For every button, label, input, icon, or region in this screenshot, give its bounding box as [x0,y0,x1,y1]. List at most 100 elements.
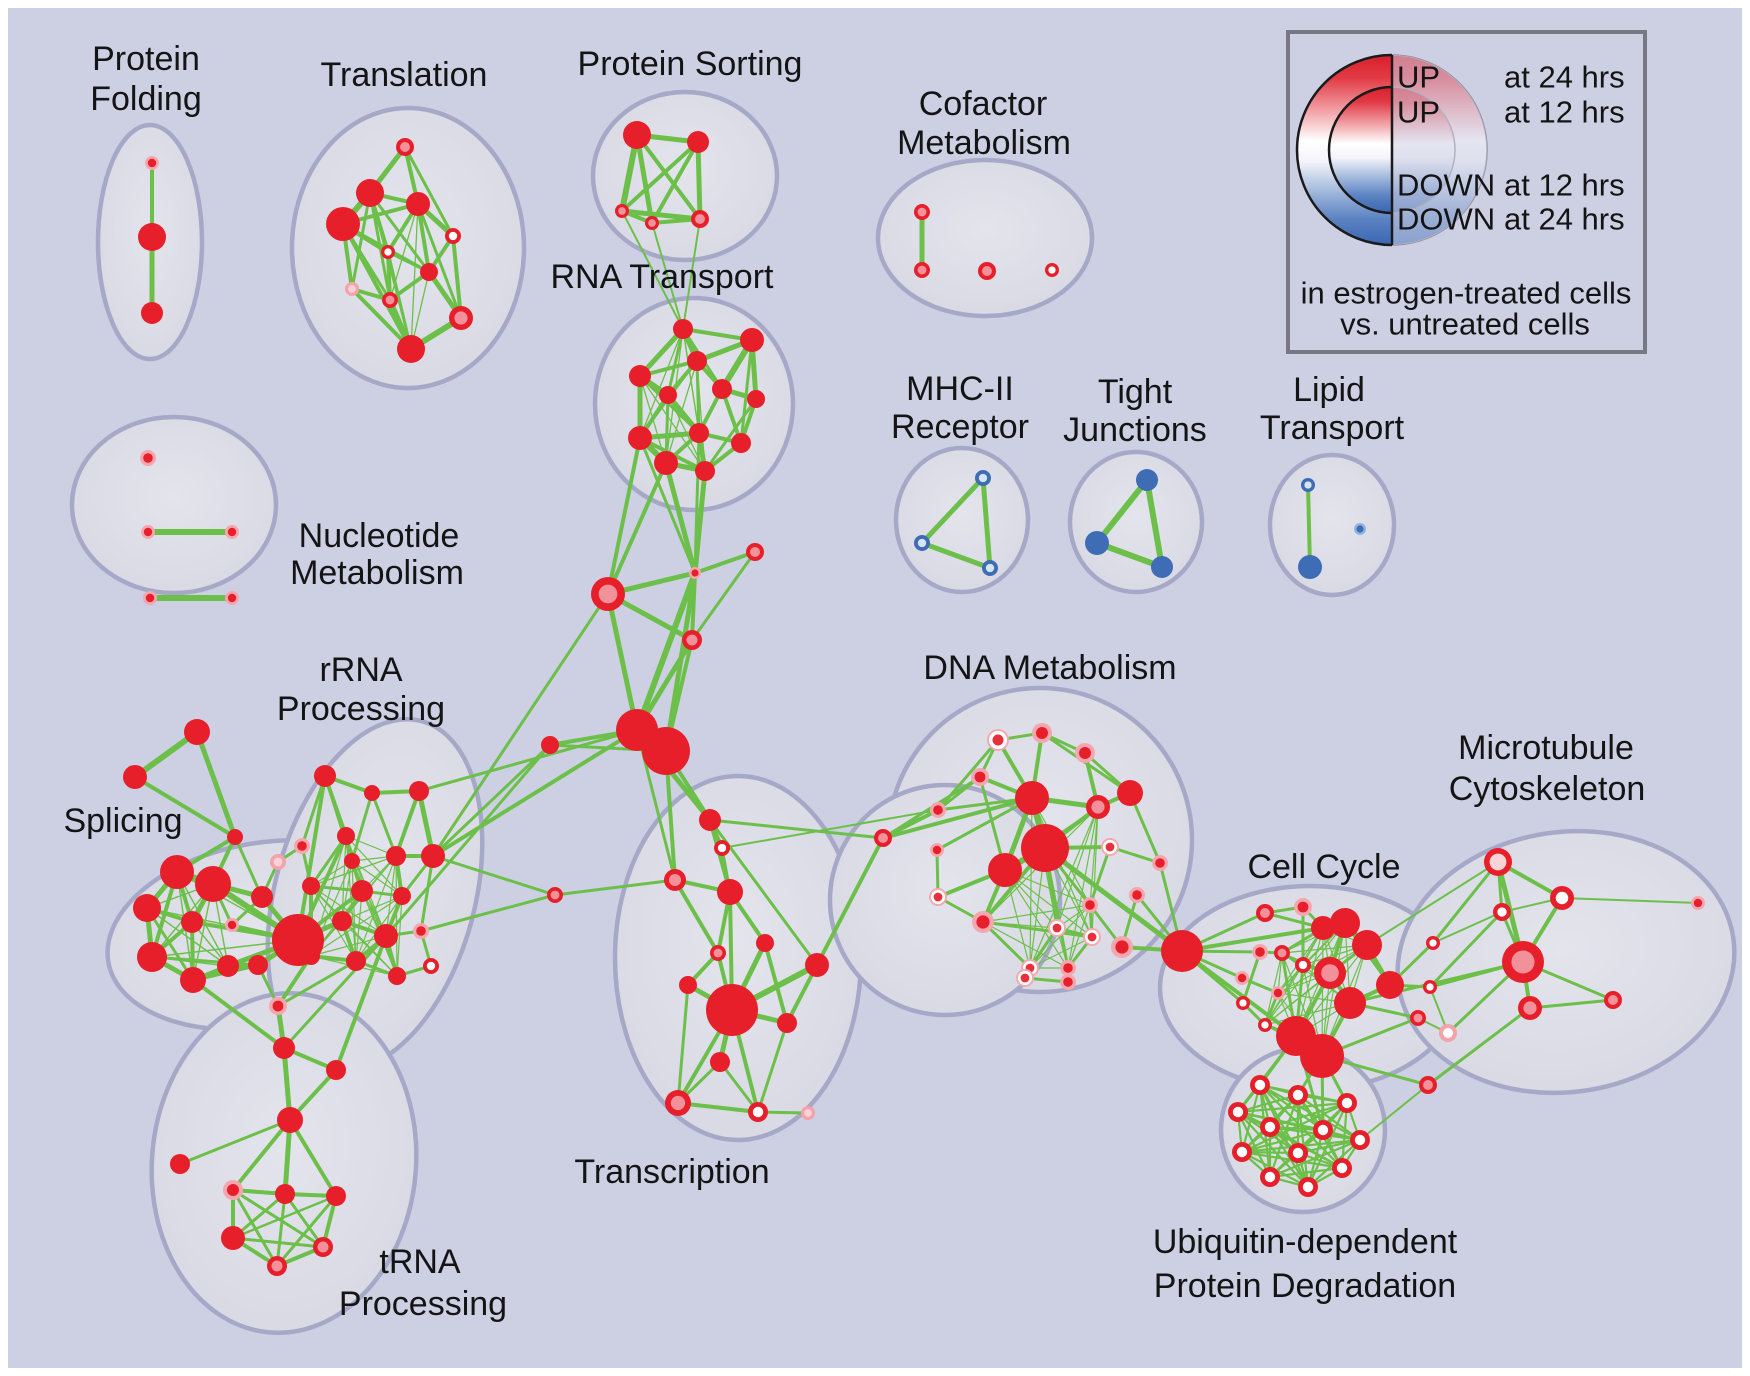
network-node [978,262,996,280]
network-node [929,888,947,906]
network-edge [621,210,684,330]
network-node [687,131,709,153]
network-edge [275,1194,338,1268]
network-node [423,958,439,974]
network-edge [231,1188,325,1249]
network-node [356,179,384,207]
legend-direction-label: UP [1397,95,1440,130]
node-core [1264,1171,1276,1183]
node-core [932,845,942,855]
network-node [714,840,730,856]
network-edge [1428,910,1504,989]
node-outer [221,1226,245,1250]
node-outer [710,1052,730,1072]
network-edge [275,1192,287,1268]
cluster-tight-junctions [1067,449,1205,595]
network-node [679,976,697,994]
node-core [618,207,626,215]
node-core [974,771,986,783]
node-core [1443,1028,1453,1038]
network-node [687,351,707,371]
network-edge [1306,483,1312,569]
node-core [1608,995,1618,1005]
network-node [654,451,678,475]
network-edge [690,550,757,642]
network-node [629,365,651,387]
cluster-label-protein-folding: Folding [90,80,202,118]
network-edge [419,854,435,933]
legend-time-label: at 12 hrs [1504,95,1625,130]
network-edge [417,728,639,793]
legend-note: in estrogen-treated cells [1301,276,1632,311]
network-edge [368,191,392,302]
node-outer [629,365,651,387]
network-edge [282,934,388,1050]
network-node [326,1060,346,1080]
network-edge [1426,1006,1532,1087]
network-node [1252,944,1268,960]
network-node [665,1090,691,1116]
network-node [975,470,991,486]
network-node [180,967,206,993]
legend: UP at 24 hrs UP at 12 hrs DOWN at 12 hrs DOWN a… [1286,30,1647,354]
network-node [313,1237,333,1257]
network-edge [919,475,986,546]
network-node [1439,1024,1457,1042]
network-node [1060,974,1076,990]
network-node [184,719,210,745]
network-node [223,1180,243,1200]
network-edge [1144,477,1165,570]
network-node [1354,523,1366,535]
cluster-label-transcription: Transcription [574,1153,769,1191]
node-outer [275,1184,295,1204]
network-edge [651,222,684,330]
network-node [1337,1093,1357,1113]
network-node [1550,886,1574,910]
network-node [277,1107,303,1133]
cluster-label-tight-junctions: Junctions [1063,411,1207,449]
network-edge [133,775,237,839]
node-core [1429,939,1437,947]
cluster-label-ubiquitin-dependent-protein-degradation: Protein Degradation [1154,1267,1456,1305]
network-edge [350,791,374,863]
network-edge [619,208,703,222]
node-outer [717,879,743,905]
network-node [623,121,651,149]
network-node [314,765,336,787]
network-edge [1432,911,1503,944]
node-outer [273,1037,295,1059]
node-core [713,948,723,958]
node-core [1317,1124,1329,1136]
cluster-label-nucleotide-metabolism: Nucleotide [299,517,460,555]
legend-time-label: at 24 hrs [1504,60,1625,95]
network-edge [431,743,552,858]
network-node [1295,957,1311,973]
network-edge [650,140,700,225]
network-node [445,228,461,244]
node-outer [137,942,167,972]
network-node [1228,1102,1248,1122]
network-edge [982,921,1069,969]
network-node [1294,898,1312,916]
network-node [1330,908,1360,938]
node-core [145,593,155,603]
network-edge [693,550,757,575]
network-node [1161,930,1203,972]
node-core [348,285,356,293]
network-node [1016,969,1034,987]
network-edge [695,139,703,222]
network-edge [1067,806,1099,969]
network-node [337,827,355,845]
network-node [1484,848,1512,876]
network-edge [1296,1093,1362,1142]
network-node [1300,1034,1344,1078]
network-node [137,942,167,972]
network-edge [815,836,885,967]
network-node [1271,986,1285,1000]
node-core [297,841,307,851]
network-node [1691,896,1705,910]
network-node [710,1052,730,1072]
node-core [400,142,410,152]
node-core [1237,973,1247,983]
node-core [1423,1080,1433,1090]
